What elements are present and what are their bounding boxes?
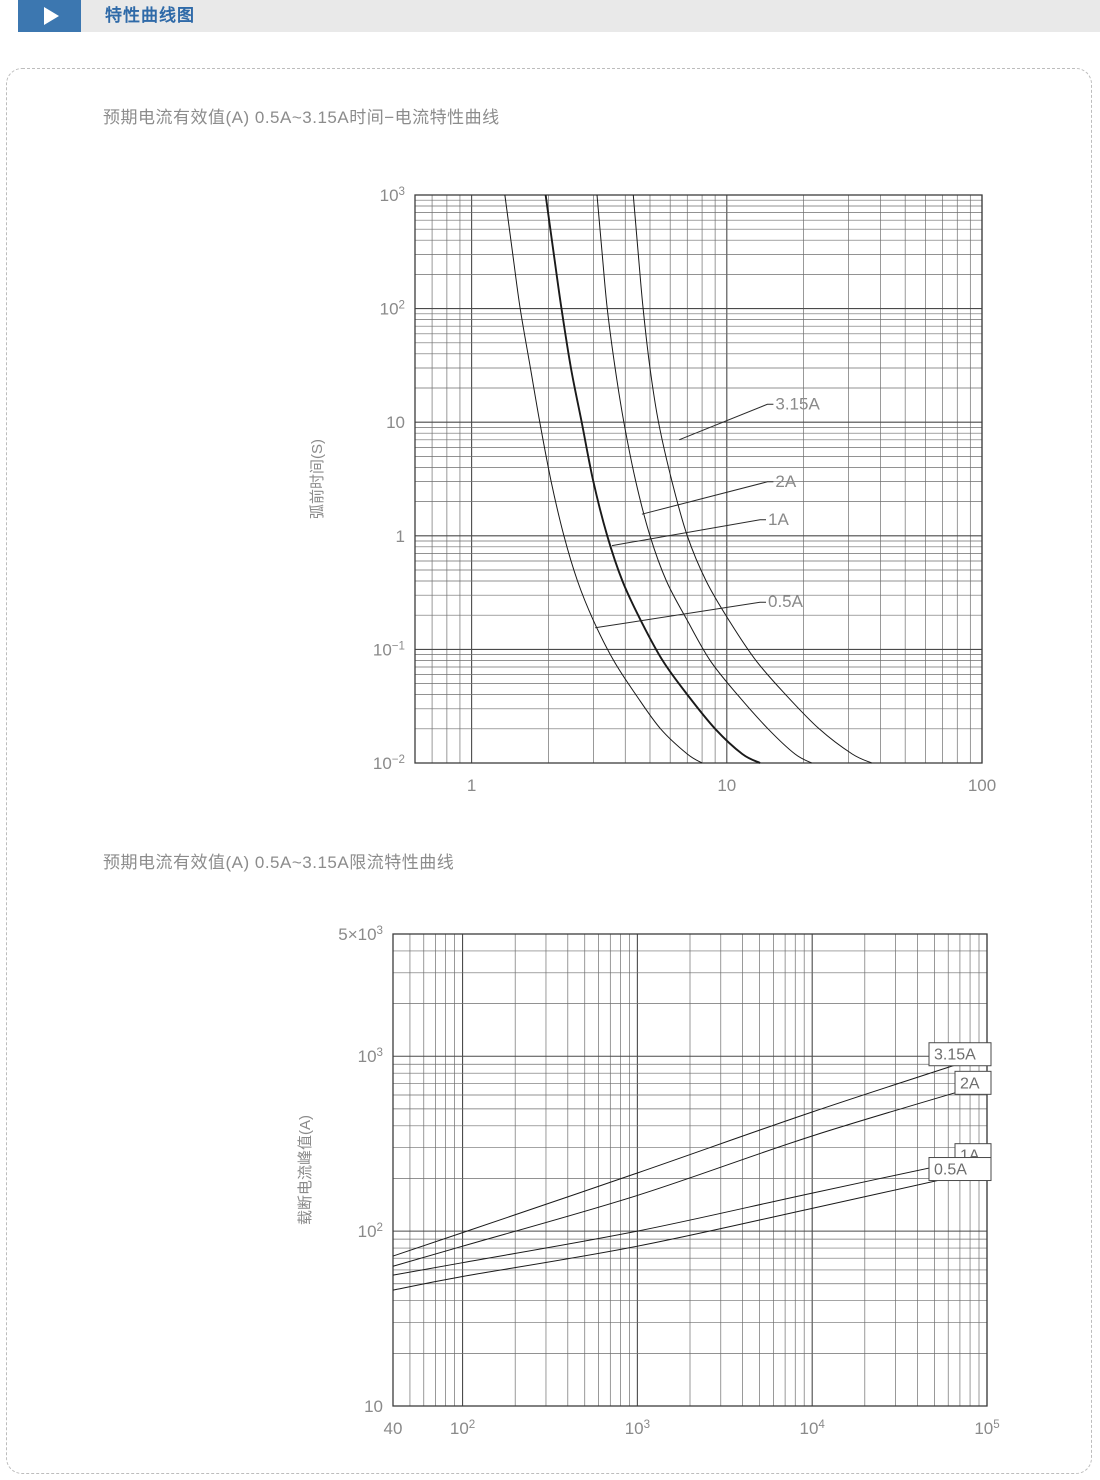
axis-labels: 10 102 103 5×103 40 102 103 104 105: [338, 924, 999, 1439]
curve-2A: [596, 194, 812, 764]
axis-tick-label: 40: [384, 1419, 403, 1438]
grid: [414, 194, 983, 764]
axis-tick-label: 10: [717, 776, 736, 795]
curve-label-3.15A: 3.15A: [934, 1047, 976, 1064]
curve-label-box: [928, 1157, 992, 1182]
curve-label-0.5A: 0.5A: [768, 592, 804, 611]
curve-label-box: [928, 1042, 992, 1067]
grid: [392, 933, 988, 1407]
curves: [392, 1054, 988, 1291]
page-header: 特性曲线图: [0, 0, 1100, 32]
curve-0.5A: [392, 1169, 988, 1291]
curve-1A: [544, 194, 761, 764]
chart-title-current-limiting: 预期电流有效值(A) 0.5A~3.15A限流特性曲线: [103, 853, 455, 872]
axis-tick-label: 103: [380, 185, 405, 206]
axis-tick-label: 10: [364, 1397, 383, 1416]
play-triangle-icon: [43, 7, 59, 25]
leader-line: [641, 481, 774, 515]
header-bar: [81, 0, 1100, 32]
curve-label-2A: 2A: [960, 1075, 980, 1092]
leader-line: [678, 403, 774, 441]
axis-tick-label: 102: [358, 1221, 383, 1242]
axis-tick-label: 104: [800, 1418, 826, 1439]
y-axis-title: 弧前时间(S): [309, 439, 326, 519]
content-panel: [6, 68, 1092, 1474]
curve-annotations: 3.15A 2A 1A 0.5A: [595, 394, 820, 629]
axis-tick-label: 5×103: [338, 924, 383, 945]
curves: [504, 194, 873, 764]
axis-tick-label: 103: [625, 1418, 650, 1439]
curve-0.5A: [504, 194, 703, 764]
curve-3.15A: [632, 194, 873, 764]
curve-label-1A: 1A: [768, 510, 789, 529]
axis-tick-label: 1: [467, 776, 476, 795]
y-axis-title: 载断电流峰值(A): [297, 1115, 314, 1225]
axis-tick-label: 1: [396, 527, 405, 546]
chart-time-current: 10−2 10−1 1 10 102 103 1 10 100 弧前时间(S) 3.15A 2A 1A 0…: [309, 185, 996, 796]
axis-labels: 10−2 10−1 1 10 102 103 1 10 100: [373, 185, 996, 796]
axis-tick-label: 102: [450, 1418, 475, 1439]
axis-tick-label: 105: [974, 1418, 999, 1439]
axis-tick-label: 10: [386, 413, 405, 432]
curve-label-box: [954, 1070, 992, 1095]
curve-label-0.5A: 0.5A: [934, 1162, 967, 1179]
page-title: 特性曲线图: [105, 6, 195, 25]
leader-line: [611, 519, 766, 547]
chart-current-limiting: 10 102 103 5×103 40 102 103 104 105 载断电流峰值(A) 3.15…: [297, 924, 1000, 1439]
axis-tick-label: 10−2: [373, 753, 405, 774]
curve-label-3.15A: 3.15A: [775, 394, 820, 413]
leader-line: [595, 601, 766, 629]
header-marker: [18, 0, 81, 32]
curve-label-2A: 2A: [775, 472, 796, 491]
axis-tick-label: 103: [358, 1046, 383, 1067]
curve-3.15A: [392, 1054, 988, 1257]
axis-tick-label: 102: [380, 298, 405, 319]
curve-2A: [392, 1082, 988, 1267]
axis-tick-label: 10−1: [373, 639, 405, 660]
curve-1A: [392, 1155, 988, 1276]
axis-tick-label: 100: [968, 776, 996, 795]
chart-title-time-current: 预期电流有效值(A) 0.5A~3.15A时间−电流特性曲线: [103, 108, 500, 127]
